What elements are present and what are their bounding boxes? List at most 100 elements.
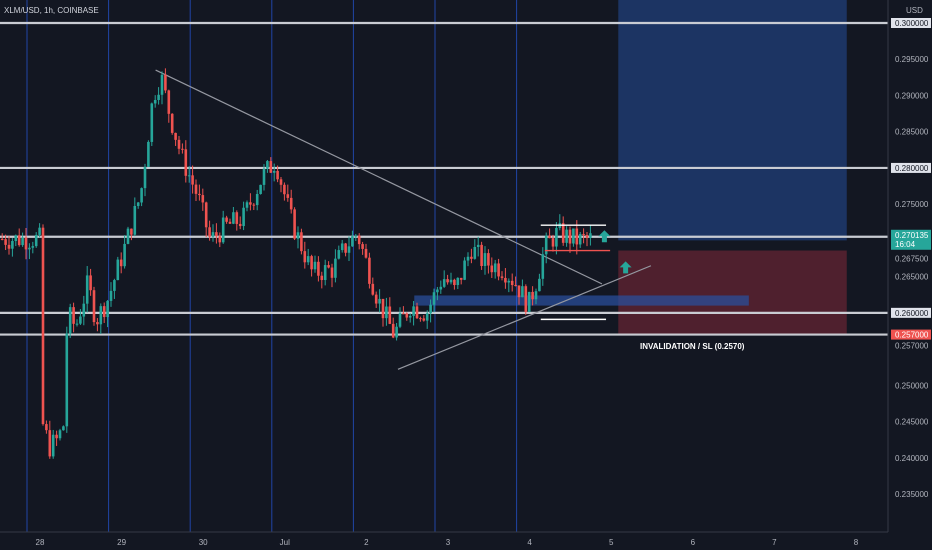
candle-body bbox=[439, 286, 443, 290]
up-arrow-icon bbox=[598, 230, 611, 243]
candle-body bbox=[34, 234, 38, 247]
candle-body bbox=[534, 291, 538, 300]
candle-body bbox=[578, 234, 582, 245]
candle-body bbox=[177, 139, 181, 149]
price-tick-label: 0.265000 bbox=[895, 273, 929, 282]
candle-body bbox=[272, 170, 276, 173]
candle-body bbox=[218, 236, 222, 243]
time-tick-label: 28 bbox=[36, 538, 45, 547]
price-tick-label: 0.257000 bbox=[895, 341, 929, 350]
candle-body bbox=[232, 212, 235, 224]
candle-body bbox=[514, 285, 517, 287]
candle-body bbox=[221, 217, 225, 243]
candle-body bbox=[568, 229, 572, 244]
candle-body bbox=[463, 260, 466, 280]
candle-body bbox=[422, 318, 426, 321]
candle-body bbox=[164, 74, 167, 91]
candle-body bbox=[388, 306, 392, 324]
candle-body bbox=[476, 244, 480, 247]
candle-body bbox=[408, 315, 412, 318]
candle-body bbox=[555, 227, 558, 247]
candle-body bbox=[143, 166, 147, 189]
candle-body bbox=[96, 322, 99, 325]
candle-body bbox=[561, 223, 565, 243]
candle-body bbox=[204, 202, 208, 228]
candle-body bbox=[446, 279, 449, 283]
candle-body bbox=[286, 194, 290, 198]
candle-body bbox=[279, 179, 283, 185]
candle-body bbox=[415, 306, 419, 319]
candle-body bbox=[184, 149, 188, 176]
candle-body bbox=[334, 258, 337, 278]
candle-body bbox=[483, 253, 487, 266]
candle-body bbox=[385, 306, 388, 319]
level-tag-bg bbox=[891, 18, 931, 28]
candle-body bbox=[0, 238, 4, 240]
time-tick-label: 7 bbox=[772, 538, 777, 547]
candle-body bbox=[147, 141, 150, 167]
level-price-tag: 0.260000 bbox=[891, 307, 931, 318]
candle-body bbox=[453, 279, 456, 286]
level-tag-text: 0.280000 bbox=[895, 164, 929, 173]
time-tick-label: 2 bbox=[364, 538, 369, 547]
candle-body bbox=[201, 195, 205, 203]
candle-body bbox=[538, 278, 541, 292]
candle-body bbox=[296, 232, 300, 239]
candle-body bbox=[106, 300, 109, 318]
demand-zone bbox=[414, 295, 749, 306]
candle-body bbox=[544, 235, 548, 255]
candle-body bbox=[289, 197, 293, 210]
candle-body bbox=[126, 228, 130, 244]
candle-body bbox=[585, 235, 589, 238]
candle-body bbox=[198, 193, 201, 196]
candle-body bbox=[306, 256, 310, 263]
candle-body bbox=[340, 243, 344, 251]
candle-body bbox=[136, 202, 140, 206]
candle-body bbox=[527, 291, 531, 312]
candle-body bbox=[208, 227, 211, 237]
candle-body bbox=[565, 229, 568, 243]
candle-body bbox=[330, 267, 334, 278]
countdown-text: 16:04 bbox=[895, 240, 916, 249]
candle-body bbox=[551, 238, 555, 247]
candle-body bbox=[582, 234, 585, 236]
candle-body bbox=[194, 184, 198, 194]
candle-body bbox=[55, 434, 58, 439]
price-tick-label: 0.275000 bbox=[895, 200, 929, 209]
candle-body bbox=[300, 232, 303, 252]
candle-body bbox=[500, 276, 504, 278]
sl-price-text: 0.257000 bbox=[895, 331, 929, 340]
candle-body bbox=[266, 161, 269, 169]
time-tick-label: 3 bbox=[446, 538, 451, 547]
candle-body bbox=[402, 313, 405, 315]
candle-body bbox=[228, 221, 232, 224]
stop-zone bbox=[618, 250, 847, 335]
candle-body bbox=[65, 333, 69, 427]
candle-body bbox=[72, 307, 75, 324]
candle-body bbox=[238, 223, 242, 227]
candle-body bbox=[269, 161, 273, 173]
candle-body bbox=[170, 113, 174, 133]
candle-body bbox=[429, 304, 432, 314]
candle-body bbox=[347, 246, 351, 253]
price-axis-panel[interactable] bbox=[888, 0, 932, 550]
candle-body bbox=[425, 313, 429, 321]
currency-label: USD bbox=[906, 6, 923, 15]
candle-body bbox=[68, 307, 72, 334]
candle-body bbox=[572, 228, 575, 244]
level-tag-text: 0.300000 bbox=[895, 19, 929, 28]
trendlines bbox=[155, 69, 652, 370]
candle-body bbox=[524, 286, 528, 312]
chart-title: XLM/USD, 1h, COINBASE bbox=[4, 6, 99, 15]
time-tick-label: 8 bbox=[854, 538, 859, 547]
candle-body bbox=[167, 90, 171, 114]
candle-body bbox=[31, 246, 35, 248]
candle-body bbox=[293, 209, 296, 239]
candle-body bbox=[102, 306, 106, 318]
candle-body bbox=[215, 232, 218, 237]
target-zone bbox=[618, 0, 847, 241]
candle-body bbox=[459, 277, 463, 280]
candle-body bbox=[589, 233, 592, 238]
